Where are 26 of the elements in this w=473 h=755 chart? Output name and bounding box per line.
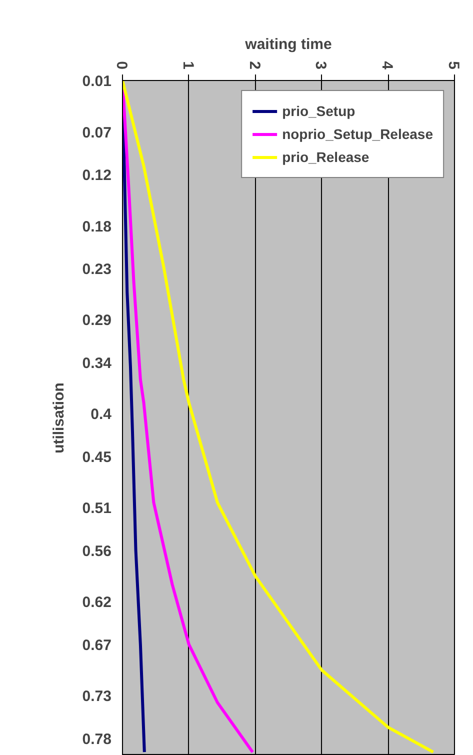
legend-label: prio_Setup: [282, 103, 356, 119]
y-tick-label: 0.23: [82, 260, 112, 278]
y-axis-title: utilisation: [50, 382, 68, 454]
x-tick-label: 1: [179, 61, 196, 70]
legend-label: prio_Release: [282, 149, 370, 165]
y-tick-label: 0.01: [82, 73, 112, 90]
x-tick-label: 3: [312, 61, 330, 70]
y-tick-label: 0.51: [82, 500, 112, 518]
y-tick-label: 0.07: [82, 124, 112, 142]
y-tick-label: 0.45: [82, 448, 112, 466]
y-tick-label: 0.73: [82, 688, 112, 706]
x-axis-title: waiting time: [244, 36, 332, 54]
y-tick-label: 0.4: [90, 406, 112, 424]
x-tick-label: 4: [378, 61, 396, 70]
y-tick-label: 0.56: [82, 542, 112, 560]
x-tick-label: 0: [113, 61, 130, 70]
legend-label: noprio_Setup_Release: [282, 126, 433, 142]
y-tick-label: 0.12: [82, 166, 112, 184]
y-tick-label: 0.34: [82, 354, 112, 372]
y-tick-label: 0.62: [82, 594, 112, 612]
y-tick-label: 0.29: [82, 312, 112, 330]
y-tick-label: 0.78: [82, 730, 112, 748]
y-tick-label: 0.18: [82, 218, 112, 236]
y-tick-label: 0.67: [82, 636, 112, 654]
x-tick-label: 5: [445, 61, 462, 70]
x-tick-label: 2: [246, 61, 263, 70]
